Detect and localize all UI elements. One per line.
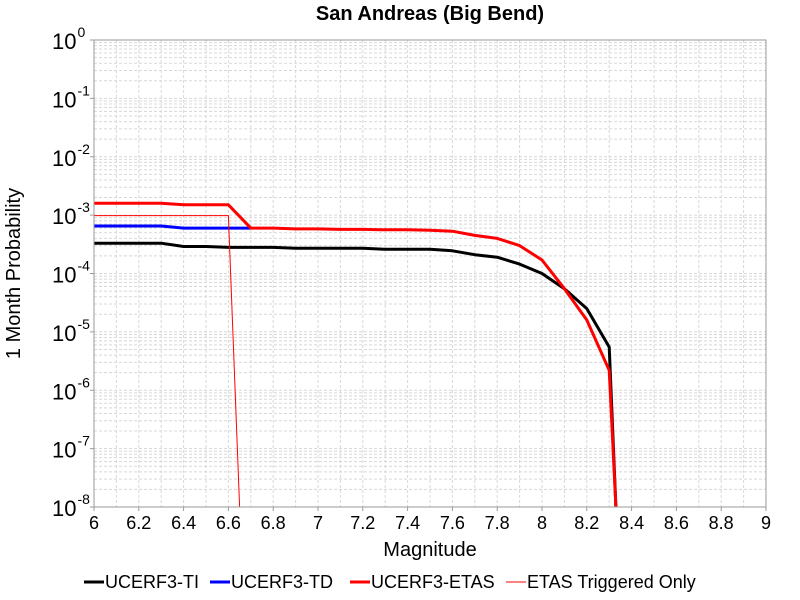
series-line-ucerf3-etas (94, 201, 618, 508)
series-line-ucerf3-ti (94, 241, 618, 508)
x-axis-ticks: 6 6.2 6.4 6.6 6.8 7 7.2 7.4 7.6 7.8 8 8.2 8.4 8.6 8.8 9 (89, 507, 771, 533)
y-tick-label: 100 (52, 24, 85, 54)
legend-label: UCERF3-TI (105, 572, 199, 592)
x-tick-label: 6.2 (126, 513, 151, 533)
x-tick-label: 6.6 (216, 513, 241, 533)
y-tick-label: 10-3 (52, 199, 90, 229)
legend-label: UCERF3-ETAS (371, 572, 495, 592)
y-axis-ticks: 100 10-1 10-2 10-3 10-4 10-5 10-6 10-7 10-8 (52, 24, 94, 521)
x-tick-label: 8.6 (664, 513, 689, 533)
x-axis-label: Magnitude (383, 539, 476, 561)
chart-title: San Andreas (Big Bend) (316, 3, 544, 25)
x-tick-label: 7.2 (350, 513, 375, 533)
y-axis-label: 1 Month Probability (3, 188, 25, 359)
y-tick-label: 10-7 (52, 433, 90, 463)
y-tick-label: 10-2 (52, 141, 90, 171)
x-tick-label: 8.8 (709, 513, 734, 533)
series-line-etas-triggered-only (94, 215, 241, 508)
grid (93, 39, 767, 508)
x-tick-label: 6.4 (171, 513, 196, 533)
legend-label: ETAS Triggered Only (527, 572, 696, 592)
y-tick-label: 10-5 (52, 316, 90, 346)
x-tick-label: 8.2 (574, 513, 599, 533)
x-tick-label: 7.6 (440, 513, 465, 533)
series-line-ucerf3-td (94, 224, 251, 230)
x-tick-label: 8 (537, 513, 547, 533)
series-lines (94, 201, 618, 508)
x-tick-label: 7.4 (395, 513, 420, 533)
legend: UCERF3-TI UCERF3-TD UCERF3-ETAS ETAS Trigge… (84, 572, 696, 592)
y-tick-label: 10-1 (52, 82, 90, 112)
x-tick-label: 9 (761, 513, 771, 533)
x-tick-label: 7 (313, 513, 323, 533)
y-tick-label: 10-8 (52, 491, 90, 521)
legend-label: UCERF3-TD (231, 572, 333, 592)
x-tick-label: 6 (89, 513, 99, 533)
x-tick-label: 8.4 (619, 513, 644, 533)
y-tick-label: 10-4 (52, 258, 90, 288)
x-tick-label: 6.8 (261, 513, 286, 533)
x-tick-label: 7.8 (485, 513, 510, 533)
y-tick-label: 10-6 (52, 374, 90, 404)
